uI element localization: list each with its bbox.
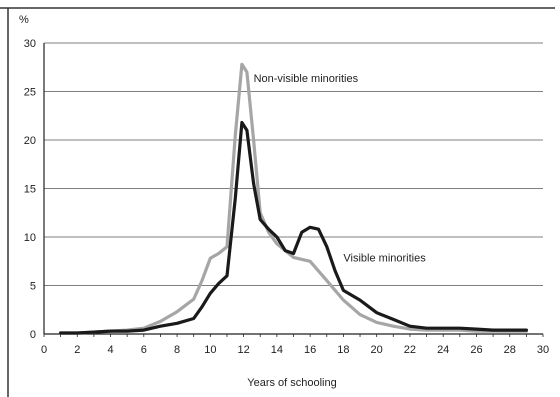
y-tick-label-30: 30: [24, 38, 36, 50]
y-tick-label-20: 20: [24, 135, 36, 147]
series-lines: [59, 62, 528, 335]
x-tick-label-16: 16: [304, 344, 316, 356]
y-tick-labels: 0 5 10 15 20 25 30: [24, 38, 36, 341]
x-tick-label-18: 18: [337, 344, 349, 356]
x-tick-label-14: 14: [271, 344, 283, 356]
x-tick-label-10: 10: [204, 344, 216, 356]
annotation-non-visible-minorities: Non-visible minorities: [254, 73, 359, 85]
y-tick-label-15: 15: [24, 184, 36, 196]
x-tick-label-8: 8: [174, 344, 180, 356]
x-tick-label-26: 26: [470, 344, 482, 356]
y-tick-label-10: 10: [24, 232, 36, 244]
x-tick-label-4: 4: [107, 344, 113, 356]
x-tick-label-2: 2: [74, 344, 80, 356]
y-tick-label-25: 25: [24, 87, 36, 99]
axes: [43, 43, 544, 337]
x-tick-label-24: 24: [437, 344, 449, 356]
y-axis-label: %: [19, 14, 29, 26]
gridlines: [44, 42, 543, 286]
annotation-visible-minorities: Visible minorities: [343, 252, 426, 264]
series-line-0: [59, 62, 528, 335]
x-tick-label-30: 30: [537, 344, 549, 356]
x-tick-label-22: 22: [404, 344, 416, 356]
x-tick-label-6: 6: [141, 344, 147, 356]
x-tick-label-20: 20: [371, 344, 383, 356]
series-line-1: [59, 120, 528, 335]
x-axis-label: Years of schooling: [247, 377, 337, 389]
x-tick-label-0: 0: [41, 344, 47, 356]
x-tick-label-28: 28: [504, 344, 516, 356]
x-tick-labels: 0 2 4 6 8 10 12 14 16 18 20 22 24 26 28 30: [41, 344, 549, 356]
y-tick-label-0: 0: [30, 329, 36, 341]
x-tick-label-12: 12: [237, 344, 249, 356]
y-tick-label-5: 5: [30, 281, 36, 293]
